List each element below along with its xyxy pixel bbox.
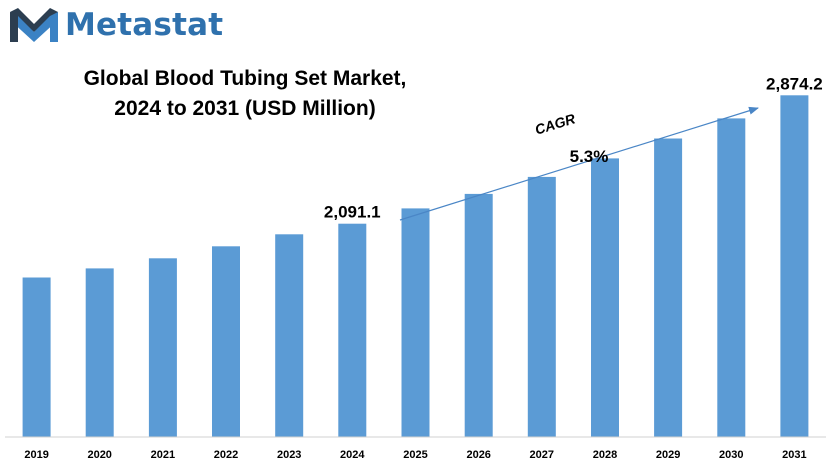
bar-2026 [464,193,493,437]
x-tick-label-2030: 2030 [719,449,743,461]
bar-2025 [401,208,430,437]
bar-2023 [275,234,304,437]
cagr-label: CAGR [533,110,578,138]
bar-2028 [591,158,619,437]
bar-2019 [22,277,51,437]
x-tick-label-2021: 2021 [151,449,175,461]
x-tick-label-2019: 2019 [24,449,48,461]
x-tick-label-2023: 2023 [277,449,301,461]
x-tick-label-2022: 2022 [214,449,238,461]
bar-2024 [338,223,367,437]
bar-2020 [85,268,114,437]
x-tick-label-2024: 2024 [340,449,365,461]
bar-2027 [527,176,556,437]
chart-title-line-2: 2024 to 2031 (USD Million) [114,97,376,120]
cagr-arrow [399,106,759,221]
bar-2021 [148,258,177,437]
x-tick-label-2031: 2031 [782,449,806,461]
chart-title: Global Blood Tubing Set Market, 2024 to … [55,64,435,124]
x-tick-label-2026: 2026 [466,449,490,461]
x-tick-label-2020: 2020 [87,449,111,461]
x-tick-label-2027: 2027 [530,449,554,461]
x-axis-tick-labels: 2019 2020 2021 2022 2023 2024 2025 2026 2027 2028… [24,449,806,461]
data-label-2031: 2,874.2 [766,74,823,93]
bar-2029 [654,138,683,437]
brand-name: Metastat [65,7,224,43]
data-labels: 2,091.1 2,874.2 [324,74,823,221]
data-label-2024: 2,091.1 [324,203,381,222]
metastat-logo: Metastat [8,6,223,46]
x-tick-label-2029: 2029 [656,449,680,461]
chart-title-line-1: Global Blood Tubing Set Market, [83,67,407,90]
bar-2022 [212,246,240,437]
x-tick-label-2028: 2028 [593,449,617,461]
bar-2030 [717,118,746,438]
x-tick-label-2025: 2025 [403,449,427,461]
bar-2031 [780,95,809,438]
metastat-m-icon [10,8,58,42]
cagr-value: 5.3% [570,147,609,166]
bar-series [22,95,809,438]
